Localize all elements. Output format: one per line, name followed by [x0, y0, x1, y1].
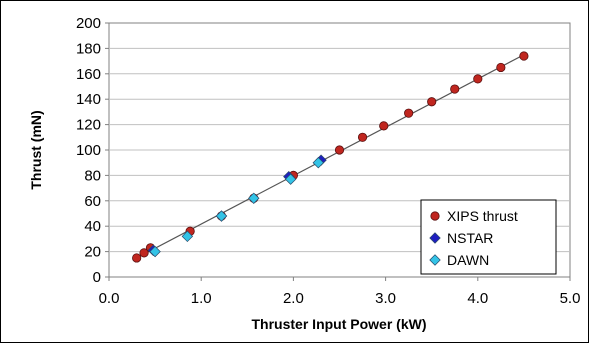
legend: XIPS thrust NSTAR DAWN: [420, 199, 557, 275]
y-tick-label: 20: [84, 244, 101, 261]
y-tick-label: 0: [93, 269, 101, 286]
dawn-point: [312, 157, 324, 169]
legend-label-xips-thrust: XIPS thrust: [447, 208, 518, 224]
legend-box: [420, 199, 557, 275]
dawn-point: [215, 210, 228, 222]
dawn-point: [181, 230, 194, 243]
grid-lines: [109, 47, 570, 253]
y-tick-label: 100: [76, 142, 101, 159]
y-tick-label: 180: [76, 40, 101, 57]
y-tick-label: 200: [76, 15, 101, 32]
x-tick-label: 0.0: [99, 290, 120, 307]
x-axis-title: Thruster Input Power (kW): [252, 316, 427, 332]
y-tick-label: 80: [84, 167, 101, 184]
y-axis-ticks: 0 20 40 60 80 100 120 140 160 180 200: [76, 15, 109, 286]
y-tick-label: 140: [76, 91, 101, 108]
legend-marker-xips-thrust: [430, 211, 440, 221]
xips-thrust-point: [519, 51, 529, 61]
legend-marker-nstar: [429, 232, 441, 244]
xips-thrust-point: [357, 132, 368, 142]
dawn-point: [284, 173, 297, 185]
xips-thrust-point: [473, 74, 483, 84]
xips-thrust-point: [139, 248, 149, 258]
xips-thrust-point: [404, 108, 414, 118]
xips-thrust-point: [132, 253, 142, 263]
legend-label-nstar: NSTAR: [447, 230, 493, 246]
xips-thrust-point: [427, 97, 437, 107]
legend-label-dawn: DAWN: [447, 252, 489, 268]
y-tick-label: 160: [76, 66, 101, 83]
y-tick-label: 60: [84, 193, 101, 210]
xips-thrust-point: [496, 62, 506, 73]
fit-line-group: [136, 54, 525, 259]
y-tick-label: 40: [84, 218, 101, 235]
x-tick-label: 3.0: [375, 290, 396, 307]
x-tick-label: 4.0: [467, 290, 488, 307]
xips-thrust-point: [334, 145, 345, 155]
fit-line: [136, 54, 525, 259]
data-points: [132, 51, 529, 263]
xips-thrust-point: [450, 84, 460, 94]
x-axis-ticks: 0.0 1.0 2.0 3.0 4.0 5.0: [99, 277, 581, 307]
y-axis-title: Thrust (mN): [28, 110, 44, 189]
legend-marker-dawn: [429, 254, 441, 266]
x-tick-label: 2.0: [283, 290, 304, 307]
y-tick-label: 120: [76, 117, 101, 134]
x-tick-label: 1.0: [191, 290, 212, 307]
xips-thrust-point: [379, 121, 389, 131]
dawn-point: [149, 245, 161, 258]
dawn-point: [248, 192, 260, 204]
x-tick-label: 5.0: [560, 290, 581, 307]
